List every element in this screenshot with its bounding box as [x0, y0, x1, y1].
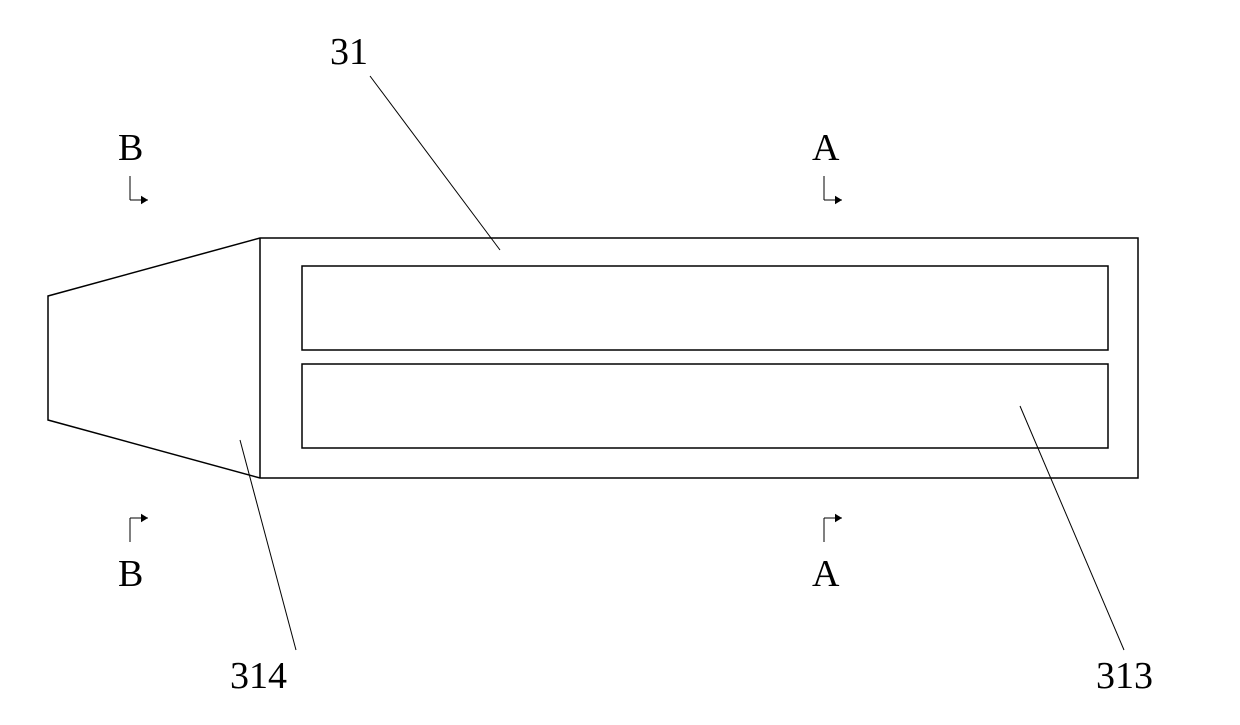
section-label-B-top: B	[118, 127, 143, 169]
callout-label-31: 31	[330, 31, 368, 73]
section-label-B-bottom: B	[118, 553, 143, 595]
section-label-A-top: A	[812, 127, 840, 169]
callout-label-314: 314	[230, 655, 287, 697]
canvas-background	[0, 0, 1240, 725]
section-label-A-bottom: A	[812, 553, 840, 595]
callout-label-313: 313	[1096, 655, 1153, 697]
